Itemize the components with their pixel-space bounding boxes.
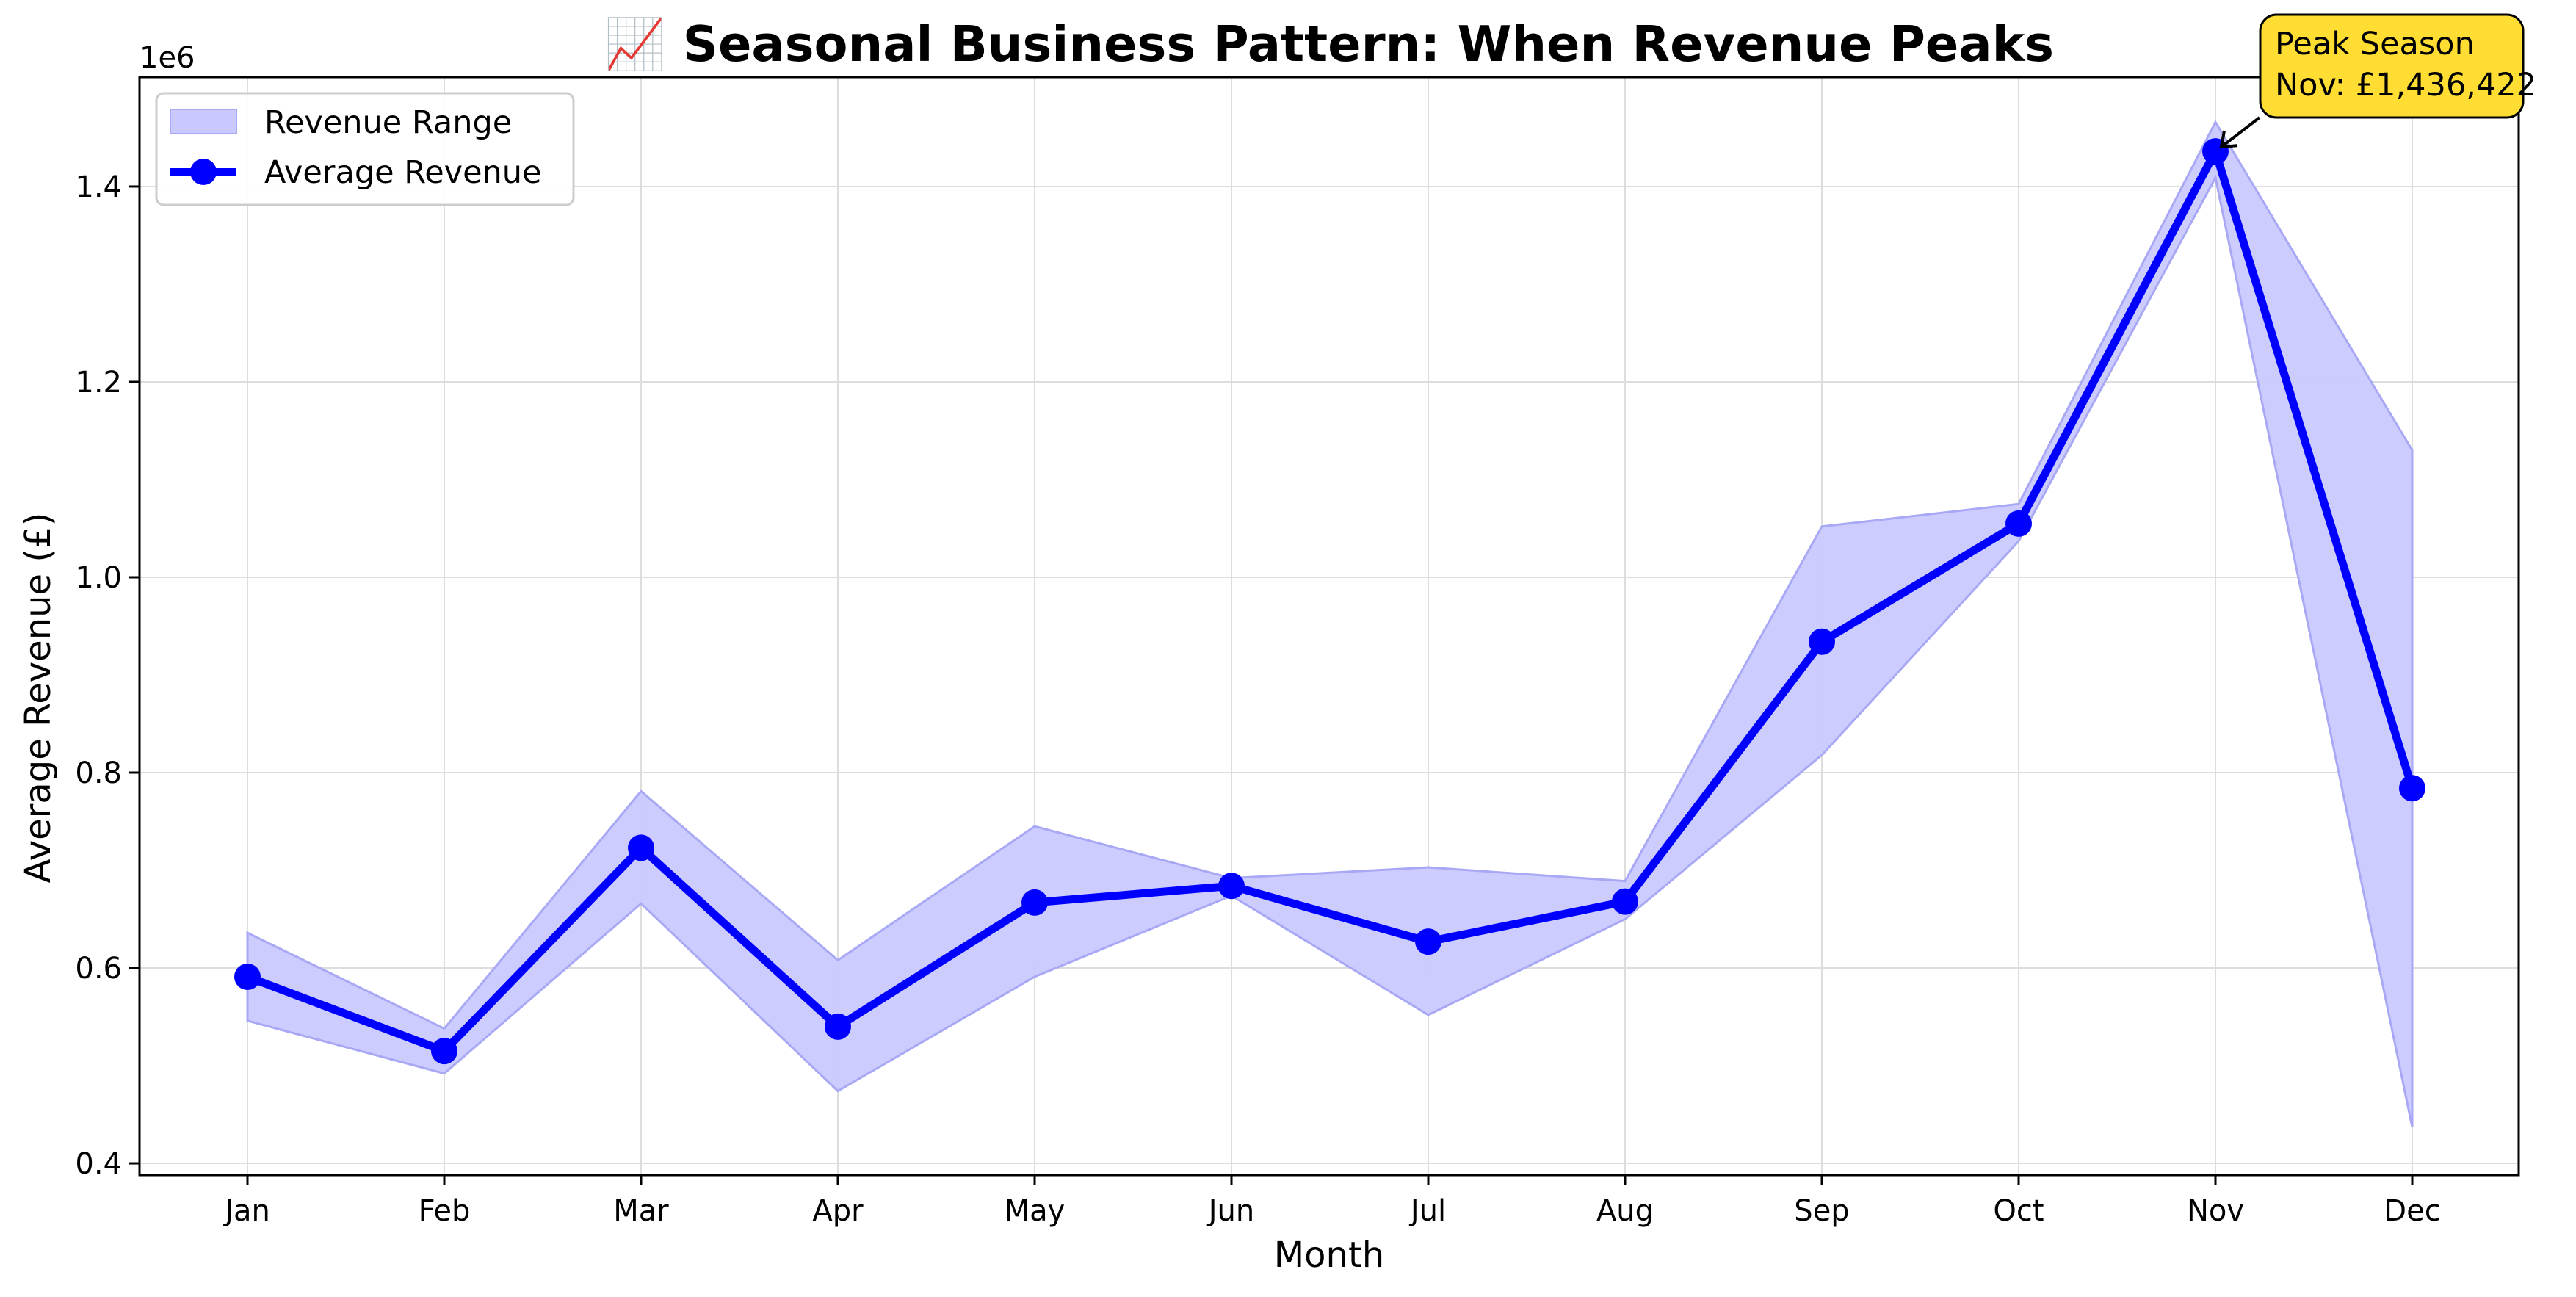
x-tick-label-aug: Aug xyxy=(1596,1194,1654,1228)
legend-label-average: Average Revenue xyxy=(264,154,542,191)
average-revenue-points xyxy=(234,138,2425,1065)
data-point-apr xyxy=(825,1013,851,1040)
data-point-mar xyxy=(628,834,654,861)
data-point-may xyxy=(1021,889,1048,916)
x-axis-ticks: Jan Feb Mar Apr May Jun Jul Aug Sep Oct Nov Dec xyxy=(222,1175,2441,1228)
data-point-feb xyxy=(431,1038,457,1065)
data-point-dec xyxy=(2399,775,2425,802)
data-point-jul xyxy=(1415,928,1441,955)
annotation-line-1: Peak Season xyxy=(2275,26,2475,62)
chart-title: 📈 Seasonal Business Pattern: When Revenu… xyxy=(604,15,2054,73)
x-tick-label-oct: Oct xyxy=(1993,1194,2044,1228)
legend: Revenue Range Average Revenue xyxy=(155,92,575,206)
annotation-arrowhead xyxy=(2219,130,2238,149)
y-axis-label: Average Revenue (£) xyxy=(18,513,59,884)
x-tick-label-feb: Feb xyxy=(419,1194,471,1228)
annotation-box xyxy=(2259,13,2525,119)
data-point-aug xyxy=(1612,888,1638,915)
y-tick-label: 1.0 xyxy=(75,561,122,595)
x-tick-label-jul: Jul xyxy=(1408,1194,1446,1228)
x-tick-label-may: May xyxy=(1005,1194,1066,1228)
y-tick-label: 0.4 xyxy=(75,1147,122,1181)
x-tick-label-dec: Dec xyxy=(2384,1194,2440,1228)
y-tick-label: 1.2 xyxy=(75,366,122,400)
legend-box xyxy=(155,92,575,206)
y-axis-offset-label: 1e6 xyxy=(140,41,195,75)
data-point-sep xyxy=(1809,628,1835,655)
y-tick-label: 1.4 xyxy=(75,170,122,204)
peak-annotation: Peak Season Nov: £1,436,422 xyxy=(2219,13,2536,149)
data-point-oct xyxy=(2005,510,2032,537)
x-tick-label-mar: Mar xyxy=(613,1194,669,1228)
plot-frame xyxy=(138,76,2520,1177)
legend-swatch-marker xyxy=(190,159,217,185)
y-tick-label: 0.8 xyxy=(75,756,122,790)
annotation-arrow xyxy=(2220,116,2261,148)
legend-swatch-range xyxy=(170,109,237,134)
x-tick-label-jan: Jan xyxy=(222,1194,270,1228)
legend-label-range: Revenue Range xyxy=(264,104,512,141)
x-tick-label-jun: Jun xyxy=(1206,1194,1255,1228)
average-revenue-series xyxy=(243,147,2417,1055)
data-point-nov xyxy=(2202,138,2229,165)
y-axis-ticks: 0.4 0.6 0.8 1.0 1.2 1.4 xyxy=(75,170,140,1181)
x-tick-label-nov: Nov xyxy=(2187,1194,2244,1228)
data-point-jan xyxy=(234,963,261,990)
average-revenue-line xyxy=(243,147,2417,1055)
y-tick-label: 0.6 xyxy=(75,952,122,986)
x-tick-label-apr: Apr xyxy=(812,1194,864,1228)
x-tick-label-sep: Sep xyxy=(1794,1194,1849,1228)
x-axis-label: Month xyxy=(1274,1235,1384,1276)
annotation-line-2: Nov: £1,436,422 xyxy=(2275,67,2536,104)
data-point-jun xyxy=(1218,873,1245,900)
